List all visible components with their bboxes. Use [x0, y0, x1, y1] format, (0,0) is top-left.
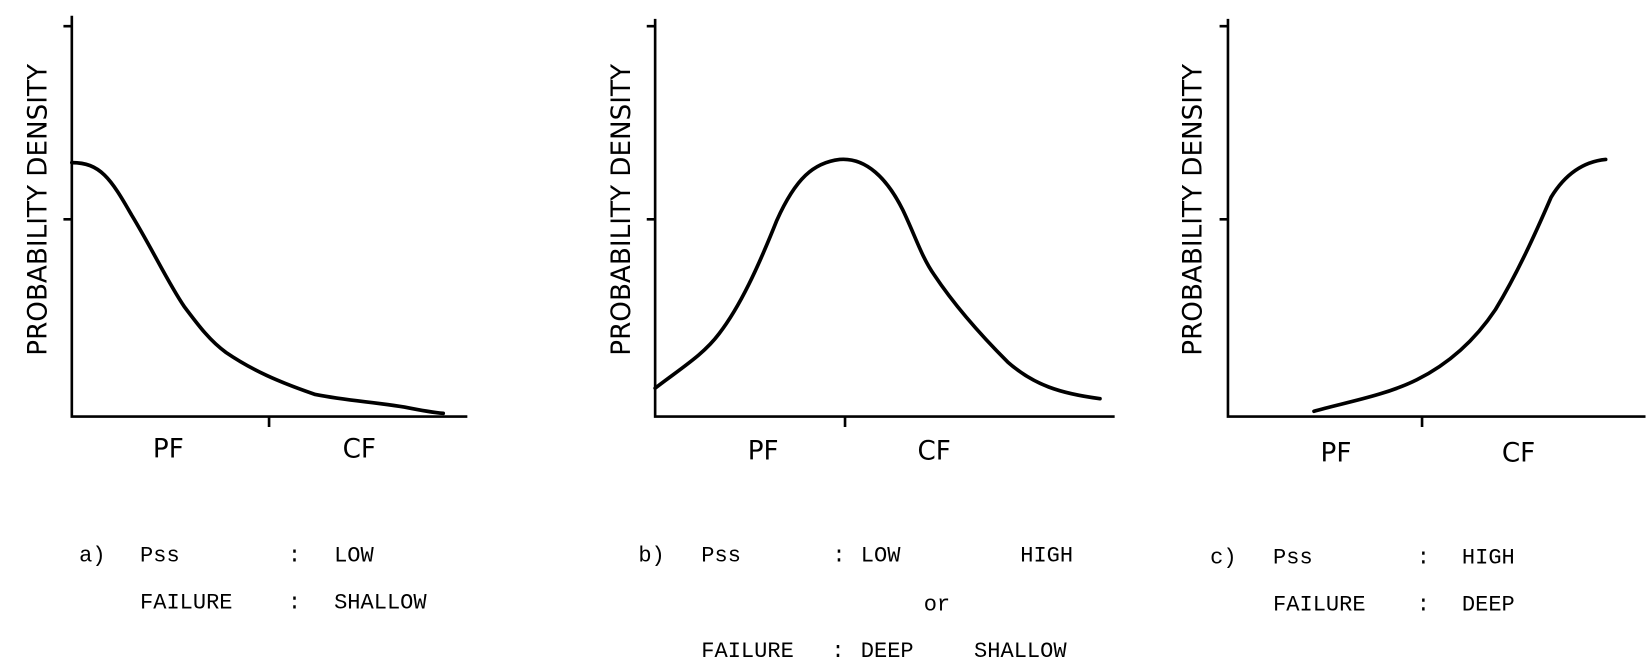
- x-label: CF: [1502, 439, 1535, 469]
- caption-text: LOW: [334, 543, 374, 568]
- caption-text: Pss: [1273, 545, 1313, 570]
- caption-text: :: [1417, 545, 1430, 570]
- caption-text: Pss: [701, 543, 741, 568]
- axes: [63, 15, 468, 427]
- caption-letter: c): [1210, 545, 1236, 570]
- x-label: CF: [918, 437, 951, 467]
- caption-text: or: [924, 593, 950, 618]
- panel-b: PROBABILITY DENSITY PF CF b) Pss : LOW H…: [607, 18, 1115, 662]
- axes: [1219, 18, 1646, 427]
- axes: [646, 18, 1115, 427]
- caption-text: HIGH: [1020, 543, 1073, 568]
- caption-text: HIGH: [1462, 545, 1515, 570]
- caption-text: SHALLOW: [334, 590, 427, 615]
- caption-letter: b): [638, 543, 664, 568]
- caption-text: :: [288, 543, 301, 568]
- caption-text: :: [288, 590, 301, 615]
- caption-text: FAILURE: [701, 639, 793, 662]
- caption-text: LOW: [861, 543, 901, 568]
- caption-text: DEEP: [1462, 593, 1515, 618]
- panel-c: PROBABILITY DENSITY PF CF c) Pss : HIGH …: [1179, 18, 1646, 618]
- caption-text: :: [832, 543, 845, 568]
- x-label: PF: [748, 437, 779, 467]
- curve: [653, 157, 1102, 401]
- x-label: PF: [1321, 439, 1352, 469]
- caption-text: :: [831, 639, 844, 662]
- caption-text: FAILURE: [140, 590, 232, 615]
- panel-a: PROBABILITY DENSITY PF CF a) Pss : LOW F…: [24, 15, 468, 615]
- x-label: CF: [343, 434, 376, 464]
- y-axis-label: PROBABILITY DENSITY: [607, 63, 637, 356]
- caption-text: SHALLOW: [974, 639, 1067, 662]
- curve: [69, 160, 446, 416]
- caption-text: FAILURE: [1273, 593, 1365, 618]
- y-axis-label: PROBABILITY DENSITY: [1179, 63, 1209, 356]
- caption-text: Pss: [140, 543, 180, 568]
- caption-letter: a): [79, 543, 105, 568]
- x-label: PF: [153, 434, 184, 464]
- y-axis-label: PROBABILITY DENSITY: [24, 63, 54, 356]
- caption-text: DEEP: [861, 639, 914, 662]
- caption-text: :: [1417, 593, 1430, 618]
- curve: [1312, 157, 1608, 414]
